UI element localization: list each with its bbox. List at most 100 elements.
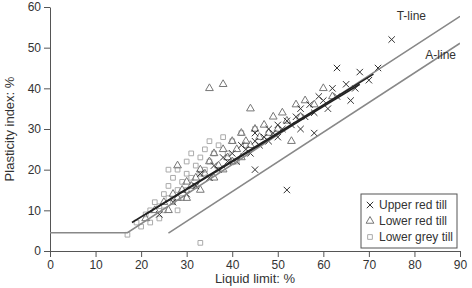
point [325,105,331,111]
tick: 10 [89,251,103,272]
tick-mark [187,251,188,257]
tick-mark [232,251,233,257]
tick-mark [96,251,97,257]
tick-label: 30 [180,258,194,272]
tick: 30 [180,251,194,272]
legend-marker [367,202,373,208]
tick: 60 [317,251,331,272]
point [166,167,171,172]
tick-label: 30 [28,122,42,136]
tick-label: 80 [408,258,422,272]
legend-marker [368,235,373,240]
tick-mark [50,251,51,257]
tick: 50 [28,41,50,55]
axis-line [51,251,461,252]
tick: 0 [47,251,54,272]
plot-area [50,16,460,245]
y-axis-title: Plasticity index: % [2,76,17,181]
point [311,130,317,136]
tick: 70 [363,251,377,272]
chart: 01020304050607080900102030405060Liquid l… [0,0,472,288]
point [157,216,162,221]
point [174,161,182,168]
point [247,104,255,111]
point [283,116,291,123]
legend-label: Lower grey till [379,230,453,244]
point [184,171,189,176]
tick-label: 0 [47,258,54,272]
tick-mark [44,88,50,89]
point [162,192,167,197]
tick-label: 60 [28,0,42,14]
point [247,141,255,148]
point [221,135,226,140]
reference-line [168,43,460,233]
point [219,145,227,152]
point [184,159,189,164]
point [210,149,218,156]
tick-label: 70 [363,258,377,272]
point [278,108,286,115]
tick-mark [414,251,415,257]
point [242,137,250,144]
tick-mark [141,251,142,257]
tick: 40 [28,82,50,96]
point [216,143,221,148]
legend-box [361,194,457,248]
point [198,241,203,246]
point [319,84,327,91]
tick-mark [323,251,324,257]
tick-label: 10 [28,204,42,218]
point [260,120,268,127]
point [166,184,171,189]
point [297,105,303,111]
point [229,150,235,156]
trend-line [132,74,373,222]
point [334,65,340,71]
x-axis: 0102030405060708090 [47,251,467,272]
tick-label: 20 [28,163,42,177]
point [301,96,309,103]
point [288,137,296,144]
tick-mark [369,251,370,257]
legend-label: Lower red till [379,214,447,228]
point [203,147,208,152]
legend-label: Upper red till [379,198,447,212]
tick-label: 40 [226,258,240,272]
point [237,129,245,136]
point [206,157,214,164]
point [198,155,203,160]
point [228,137,236,144]
tick-mark [44,48,50,49]
tick-mark [278,251,279,257]
x-axis-title: Liquid limit: % [215,271,296,286]
tick-label: 10 [89,258,103,272]
tick-label: 60 [317,258,331,272]
point [347,97,353,103]
tick: 10 [28,204,50,218]
tick-mark [44,210,50,211]
point [297,126,303,132]
trend-line [146,84,360,214]
tick: 90 [454,251,468,272]
point [252,166,258,172]
point [193,163,198,168]
tick-mark [44,129,50,130]
point [388,36,394,42]
point [233,145,241,152]
axis-line [50,8,51,252]
point [329,85,335,91]
tick-label: 50 [28,41,42,55]
point [343,81,349,87]
tick: 60 [28,0,50,14]
tick: 20 [28,163,50,177]
point [292,100,300,107]
tick: 50 [272,251,286,272]
point [269,112,277,119]
tick-label: 40 [28,82,42,96]
point [152,200,157,205]
tick-mark [460,251,461,257]
tick-mark [44,251,50,252]
tick-mark [44,7,50,8]
point [219,80,227,87]
